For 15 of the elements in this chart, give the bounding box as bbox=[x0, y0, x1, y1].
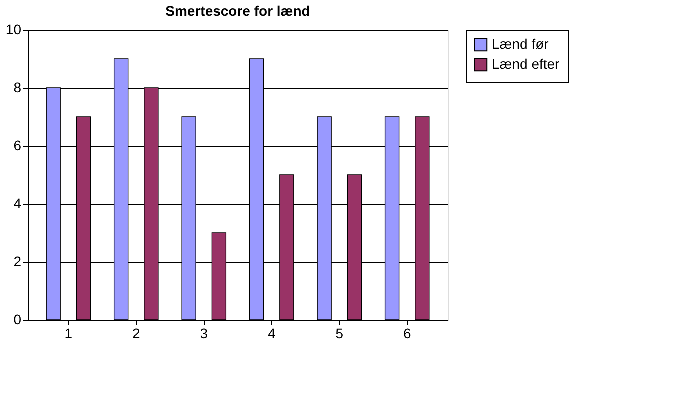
x-tick-label: 5 bbox=[336, 326, 344, 342]
chart-title: Smertescore for lænd bbox=[166, 3, 310, 19]
x-tick-label: 4 bbox=[268, 326, 276, 342]
y-tick-label: 10 bbox=[6, 22, 22, 38]
x-tick-label: 6 bbox=[403, 326, 412, 342]
y-tick-label: 0 bbox=[14, 312, 22, 328]
x-tick-label: 1 bbox=[64, 326, 73, 342]
y-tick-label: 2 bbox=[14, 254, 22, 270]
x-tick-label: 2 bbox=[132, 326, 140, 342]
legend-label: Lænd efter bbox=[492, 56, 560, 72]
y-tick-label: 6 bbox=[14, 138, 22, 154]
legend-label: Lænd før bbox=[492, 36, 550, 52]
y-tick-label: 8 bbox=[14, 80, 22, 96]
y-tick-label: 4 bbox=[14, 196, 22, 212]
x-tick-label: 3 bbox=[200, 326, 208, 342]
